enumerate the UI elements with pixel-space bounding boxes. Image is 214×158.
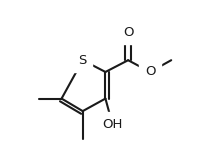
Text: O: O — [123, 25, 133, 39]
Text: S: S — [79, 54, 87, 67]
Text: OH: OH — [102, 118, 123, 131]
Text: O: O — [145, 65, 155, 79]
